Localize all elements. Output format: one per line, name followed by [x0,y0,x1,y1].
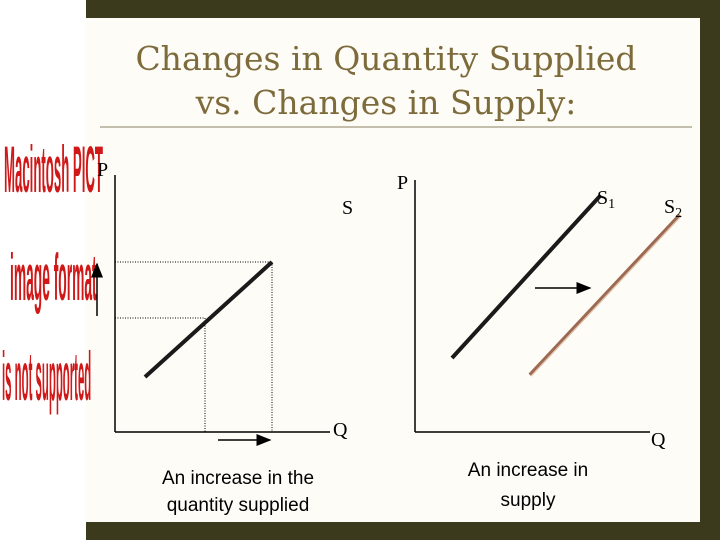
curve-label: S [342,197,353,219]
guides [115,261,273,432]
title-line: Changes in Quantity Supplied [135,39,636,78]
pict-line: Macintosh PICT [4,134,103,207]
placeholder-text: Macintosh PICT image format is not suppo… [2,134,103,416]
supply-curve-2-highlight [530,215,682,377]
title-line: vs. Changes in Supply: [195,83,577,122]
caption: An increase in [468,460,588,481]
caption: quantity supplied [167,495,310,516]
caption: supply [501,490,556,511]
curve-label-sub: 2 [675,206,682,221]
supply-curve [143,260,274,379]
axis-label: P [97,159,108,181]
curve-label: S2 [664,196,682,221]
axis-label: P [397,172,408,194]
axis-label: Q [333,419,348,441]
curve-label-main: S [597,187,608,209]
slide-body [86,18,700,522]
placeholder-area [0,0,86,540]
curve-label-main: S [664,196,675,218]
axis-label: Q [651,429,666,451]
right-graph [414,180,682,433]
supply-curve-2 [528,213,682,377]
curve-label: S1 [597,187,615,212]
caption: An increase in the [162,468,314,489]
pict-line: image format [10,242,97,315]
curve-label-sub: 1 [608,197,615,212]
supply-curve-1 [450,194,602,360]
pict-line: is not supported [2,339,91,416]
left-graph [91,175,330,446]
